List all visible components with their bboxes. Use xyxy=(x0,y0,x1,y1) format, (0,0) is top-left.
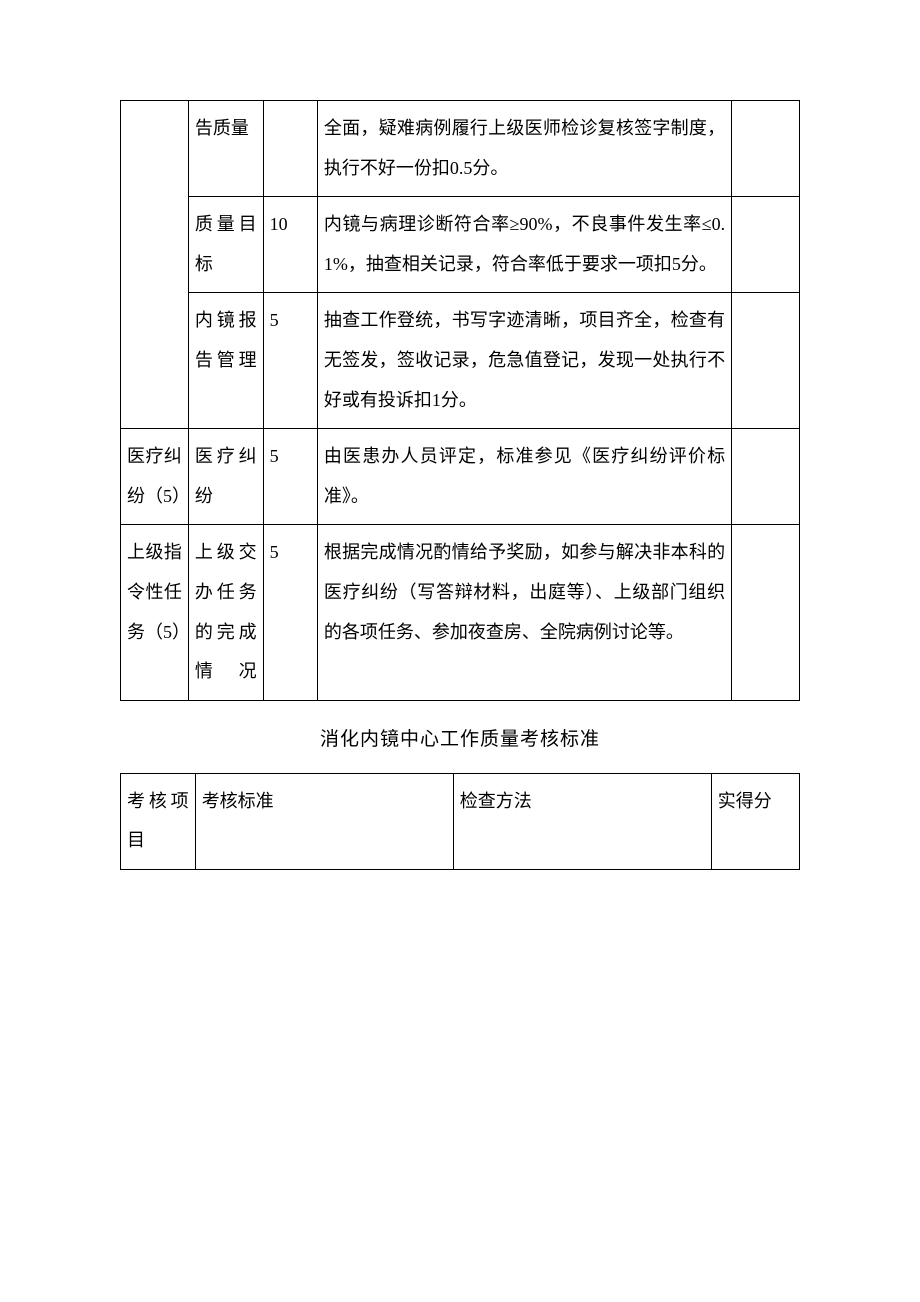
cell-item: 告质量 xyxy=(188,101,263,197)
cell-result xyxy=(732,525,800,700)
cell-score: 5 xyxy=(263,525,317,700)
assessment-table-2: 考核项目 考核标准 检查方法 实得分 xyxy=(120,773,800,870)
cell-item: 内镜报告管理 xyxy=(188,293,263,429)
cell-score: 5 xyxy=(263,293,317,429)
cell-result xyxy=(732,197,800,293)
section-title: 消化内镜中心工作质量考核标准 xyxy=(120,719,800,761)
cell-criteria: 全面，疑难病例履行上级医师检诊复核签字制度，执行不好一份扣0.5分。 xyxy=(317,101,731,197)
cell-criteria: 由医患办人员评定，标准参见《医疗纠纷评价标准》。 xyxy=(317,429,731,525)
cell-score: 5 xyxy=(263,429,317,525)
cell-item: 医疗纠纷 xyxy=(188,429,263,525)
cell-category: 医疗纠纷（5） xyxy=(121,429,189,525)
table-row: 内镜报告管理 5 抽查工作登统，书写字迹清晰，项目齐全，检查有无签发，签收记录，… xyxy=(121,293,800,429)
cell-score xyxy=(263,101,317,197)
table-header-row: 考核项目 考核标准 检查方法 实得分 xyxy=(121,773,800,869)
cell-result xyxy=(732,293,800,429)
cell-item: 上级交办任务的完成情况 xyxy=(188,525,263,700)
cell-criteria: 根据完成情况酌情给予奖励，如参与解决非本科的医疗纠纷（写答辩材料，出庭等）、上级… xyxy=(317,525,731,700)
cell-category: 上级指令性任务（5） xyxy=(121,525,189,700)
cell-result xyxy=(732,429,800,525)
header-cell-standard: 考核标准 xyxy=(195,773,453,869)
table-row: 医疗纠纷（5） 医疗纠纷 5 由医患办人员评定，标准参见《医疗纠纷评价标准》。 xyxy=(121,429,800,525)
header-cell-method: 检查方法 xyxy=(453,773,711,869)
header-cell-score: 实得分 xyxy=(711,773,799,869)
assessment-table-1: 告质量 全面，疑难病例履行上级医师检诊复核签字制度，执行不好一份扣0.5分。 质… xyxy=(120,100,800,701)
table-row: 上级指令性任务（5） 上级交办任务的完成情况 5 根据完成情况酌情给予奖励，如参… xyxy=(121,525,800,700)
cell-result xyxy=(732,101,800,197)
cell-criteria: 抽查工作登统，书写字迹清晰，项目齐全，检查有无签发，签收记录，危急值登记，发现一… xyxy=(317,293,731,429)
table-row: 质量目标 10 内镜与病理诊断符合率≥90%，不良事件发生率≤0.1%，抽查相关… xyxy=(121,197,800,293)
cell-category xyxy=(121,101,189,429)
cell-item: 质量目标 xyxy=(188,197,263,293)
cell-score: 10 xyxy=(263,197,317,293)
header-cell-item: 考核项目 xyxy=(121,773,196,869)
cell-criteria: 内镜与病理诊断符合率≥90%，不良事件发生率≤0.1%，抽查相关记录，符合率低于… xyxy=(317,197,731,293)
table-row: 告质量 全面，疑难病例履行上级医师检诊复核签字制度，执行不好一份扣0.5分。 xyxy=(121,101,800,197)
